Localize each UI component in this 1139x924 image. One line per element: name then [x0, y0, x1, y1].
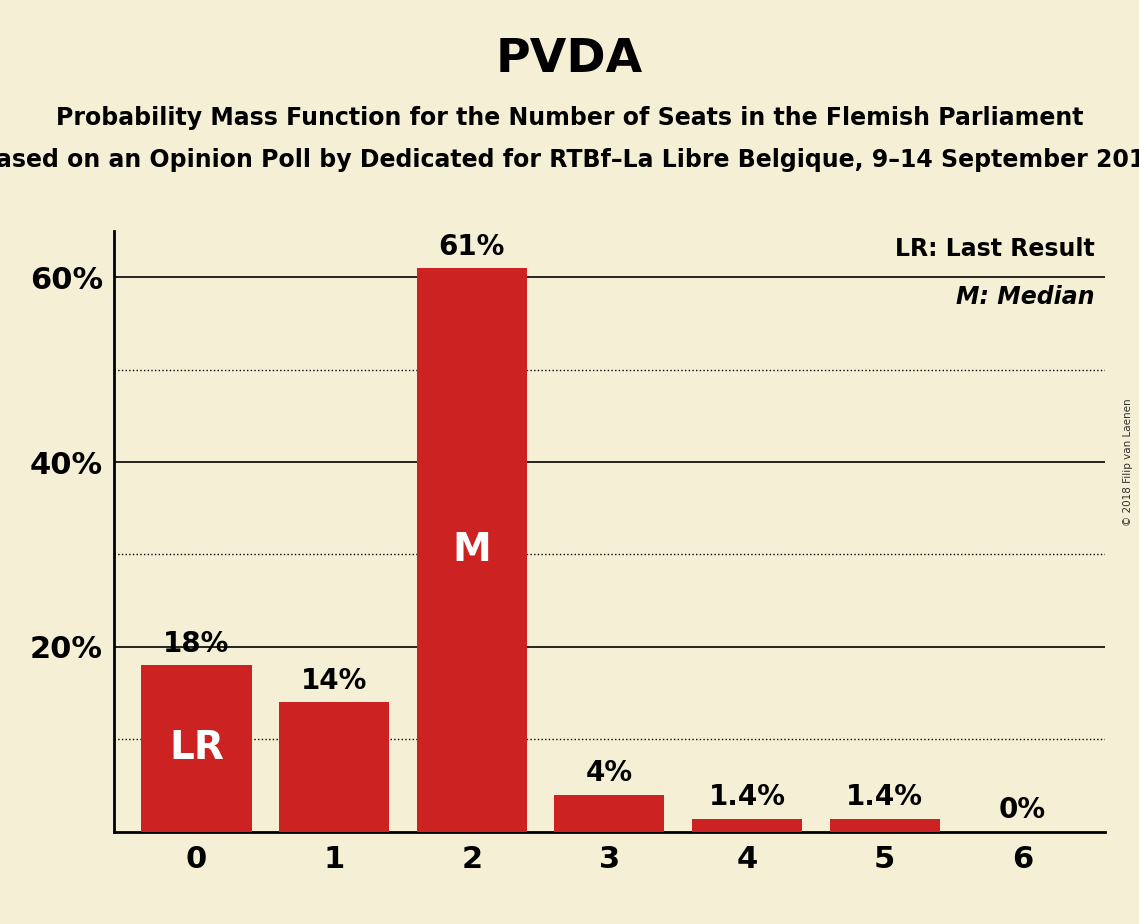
- Text: Based on an Opinion Poll by Dedicated for RTBf–La Libre Belgique, 9–14 September: Based on an Opinion Poll by Dedicated fo…: [0, 148, 1139, 172]
- Text: 61%: 61%: [439, 233, 505, 261]
- Bar: [693, 819, 802, 832]
- Text: 1.4%: 1.4%: [846, 784, 923, 811]
- Bar: [555, 795, 664, 832]
- Text: 4%: 4%: [585, 760, 633, 787]
- Text: 1.4%: 1.4%: [708, 784, 786, 811]
- Text: 0%: 0%: [999, 796, 1046, 824]
- Text: Probability Mass Function for the Number of Seats in the Flemish Parliament: Probability Mass Function for the Number…: [56, 106, 1083, 130]
- Text: 18%: 18%: [163, 630, 230, 658]
- Text: © 2018 Filip van Laenen: © 2018 Filip van Laenen: [1123, 398, 1133, 526]
- Text: PVDA: PVDA: [495, 37, 644, 82]
- Text: M: M: [452, 530, 491, 569]
- Bar: [829, 819, 940, 832]
- Text: LR: Last Result: LR: Last Result: [895, 237, 1095, 261]
- Text: LR: LR: [169, 729, 224, 768]
- Bar: [141, 665, 252, 832]
- Text: 14%: 14%: [301, 667, 367, 695]
- Bar: [417, 268, 526, 832]
- Bar: [279, 702, 390, 832]
- Text: M: Median: M: Median: [957, 285, 1095, 309]
